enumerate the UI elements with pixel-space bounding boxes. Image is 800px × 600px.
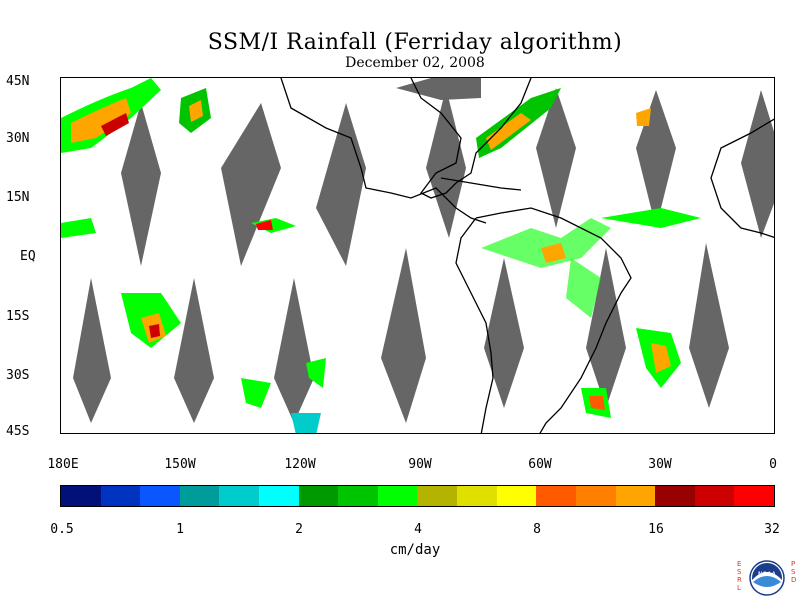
colorbar <box>60 485 775 507</box>
colorbar-swatch-5 <box>219 486 260 506</box>
lon-label-30w: 30W <box>648 457 672 472</box>
swath-gap-7 <box>741 90 774 238</box>
colorbar-tick-0-5: 0.5 <box>50 522 74 537</box>
swath-gap-2 <box>221 103 281 266</box>
logo-center-text: NOAA <box>758 572 776 578</box>
colorbar-tick-2: 2 <box>295 522 303 537</box>
lat-label-30s: 30S <box>6 368 30 383</box>
colorbar-units: cm/day <box>389 542 441 558</box>
logo-right-letters: PSD <box>791 560 797 584</box>
lat-label-15s: 15S <box>6 309 30 324</box>
rainfall-patches <box>61 78 701 433</box>
colorbar-swatch-14 <box>575 486 616 506</box>
colorbar-swatch-12 <box>496 486 537 506</box>
lon-label-150w: 150W <box>164 457 196 472</box>
colorbar-swatch-13 <box>536 486 576 506</box>
lat-label-15n: 15N <box>6 190 30 205</box>
colorbar-swatch-16 <box>655 486 695 506</box>
coastline-africa <box>710 118 774 239</box>
swath-gap-4 <box>426 88 466 238</box>
swath-gap-11 <box>381 248 426 423</box>
coastline-north-america-west <box>280 78 487 224</box>
colorbar-swatch-11 <box>457 486 497 506</box>
swath-gap-13 <box>586 248 626 408</box>
colorbar-swatch-10 <box>417 486 458 506</box>
colorbar-swatch-6 <box>259 486 299 506</box>
coastline-caribbean <box>440 177 522 191</box>
coastlines <box>280 78 774 433</box>
colorbar-tick-32: 32 <box>764 522 780 537</box>
noaa-esrl-logo: ESRL NOAA PSD <box>735 560 799 600</box>
swath-gap-top <box>396 78 481 100</box>
logo-left-letters: ESRL <box>737 560 742 592</box>
colorbar-swatch-1 <box>61 486 101 506</box>
colorbar-tick-8: 8 <box>533 522 541 537</box>
lon-label-60w: 60W <box>528 457 552 472</box>
colorbar-tick-4: 4 <box>414 522 422 537</box>
lat-label-45n: 45N <box>6 74 30 89</box>
coastline-south-america-east <box>475 207 632 433</box>
swath-gaps <box>73 78 774 423</box>
lon-label-0: 0 <box>769 457 777 472</box>
colorbar-swatch-2 <box>100 486 141 506</box>
map-date: December 02, 2008 <box>345 55 485 71</box>
swath-gap-1 <box>121 103 161 266</box>
colorbar-swatch-18 <box>734 486 774 506</box>
rainfall-map <box>60 77 775 434</box>
coastline-north-america-east <box>410 78 532 199</box>
swath-gap-5 <box>536 88 576 228</box>
swath-gap-6 <box>636 90 676 228</box>
colorbar-swatch-3 <box>140 486 180 506</box>
colorbar-swatch-7 <box>298 486 339 506</box>
swath-gap-14 <box>689 243 729 408</box>
map-title: SSM/I Rainfall (Ferriday algorithm) <box>207 30 623 55</box>
swath-gap-10 <box>274 278 314 423</box>
swath-gap-9 <box>174 278 214 423</box>
colorbar-swatch-9 <box>377 486 418 506</box>
colorbar-swatch-4 <box>179 486 220 506</box>
lat-label-eq: EQ <box>20 249 36 264</box>
colorbar-swatch-15 <box>615 486 656 506</box>
swath-gap-12 <box>484 258 524 408</box>
colorbar-tick-1: 1 <box>176 522 184 537</box>
lat-label-30n: 30N <box>6 131 30 146</box>
swath-gap-8 <box>73 278 111 423</box>
lat-label-45s: 45S <box>6 424 30 439</box>
lon-label-90w: 90W <box>408 457 432 472</box>
swath-gap-3 <box>316 103 366 266</box>
lon-label-180e: 180E <box>47 457 79 472</box>
colorbar-swatch-8 <box>338 486 378 506</box>
lon-label-120w: 120W <box>284 457 316 472</box>
map-canvas <box>61 78 774 433</box>
colorbar-swatch-17 <box>694 486 735 506</box>
colorbar-tick-16: 16 <box>648 522 664 537</box>
coastline-south-america-west <box>455 217 494 433</box>
noaa-emblem-icon: NOAA <box>749 560 785 596</box>
